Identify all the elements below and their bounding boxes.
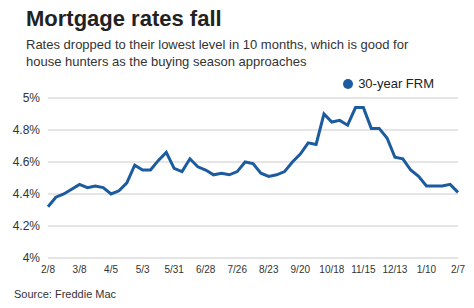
svg-text:4.4%: 4.4% bbox=[13, 187, 41, 201]
svg-text:2/8: 2/8 bbox=[41, 264, 55, 275]
svg-text:4/5: 4/5 bbox=[104, 264, 118, 275]
svg-text:8/23: 8/23 bbox=[259, 264, 279, 275]
svg-text:11/15: 11/15 bbox=[351, 264, 376, 275]
svg-text:5/3: 5/3 bbox=[136, 264, 150, 275]
svg-text:10/18: 10/18 bbox=[319, 264, 344, 275]
svg-text:7/26: 7/26 bbox=[227, 264, 247, 275]
svg-text:1/10: 1/10 bbox=[417, 264, 437, 275]
svg-text:12/13: 12/13 bbox=[382, 264, 407, 275]
svg-text:4.2%: 4.2% bbox=[13, 219, 41, 233]
svg-text:4.8%: 4.8% bbox=[13, 123, 41, 137]
svg-text:4%: 4% bbox=[23, 251, 41, 265]
svg-text:2/7: 2/7 bbox=[451, 264, 465, 275]
html-text:Mortgage rates fall: Mortgage rates fall bbox=[26, 6, 222, 31]
svg-text:6/28: 6/28 bbox=[196, 264, 216, 275]
svg-text:5/31: 5/31 bbox=[164, 264, 184, 275]
svg-text:3/8: 3/8 bbox=[73, 264, 87, 275]
svg-text:5%: 5% bbox=[23, 91, 41, 105]
html-text:Rates dropped to their lowest: Rates dropped to their lowest level in 1… bbox=[26, 37, 409, 69]
svg-text:9/20: 9/20 bbox=[291, 264, 311, 275]
html-text:Source: Freddie Mac: Source: Freddie Mac bbox=[14, 288, 117, 300]
html-text:30-year FRM: 30-year FRM bbox=[358, 76, 434, 91]
svg-text:4.6%: 4.6% bbox=[13, 155, 41, 169]
